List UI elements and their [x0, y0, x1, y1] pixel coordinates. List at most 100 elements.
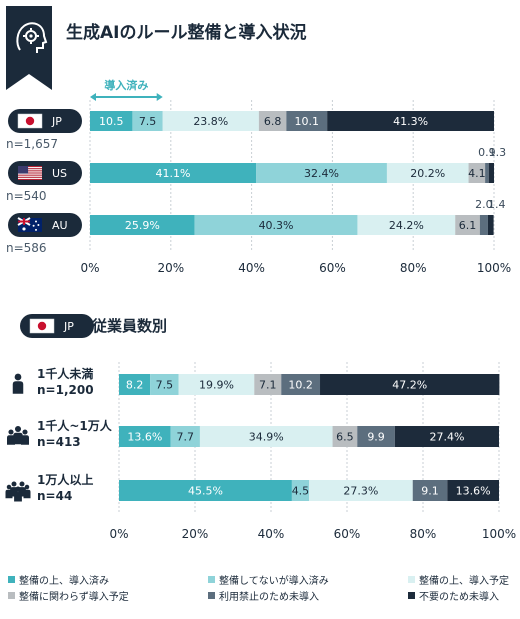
bar-segment: [150, 374, 179, 395]
data-label: 7.1: [259, 379, 277, 392]
bar-segment: [119, 374, 151, 395]
data-label: 45.5%: [188, 485, 223, 498]
bar-segment: [479, 215, 488, 235]
bar-segment: [254, 374, 282, 395]
country-pill-jp: JP: [8, 109, 82, 133]
legend-item: 整備に関わらず導入予定: [8, 588, 129, 603]
bar-segment: [320, 374, 500, 395]
bar-segment: [90, 111, 133, 131]
bar-segment: [119, 480, 292, 501]
legend-swatch: [408, 576, 415, 583]
annotation-label: 導入済み: [104, 78, 148, 92]
bar-segment: [394, 426, 499, 447]
country-pill-jp: JP: [20, 314, 94, 338]
country-pill-us: US: [8, 161, 82, 185]
australia-flag-icon: [17, 217, 42, 232]
data-label: 27.3%: [343, 485, 378, 498]
data-label: 4.1: [468, 167, 486, 180]
category-label: 1万人以上: [37, 472, 93, 487]
legend-swatch: [8, 592, 15, 599]
arrow-left-icon: [90, 93, 96, 101]
legend-label: 利用禁止のため未導入: [219, 592, 319, 603]
legend-label: 不要のため未導入: [419, 592, 499, 603]
data-label: 10.2: [288, 379, 313, 392]
x-tick-label: 20%: [182, 527, 209, 541]
category-label: 1千人~1万人: [37, 418, 113, 433]
data-label: 27.4%: [429, 431, 464, 444]
data-label: 6.1: [459, 219, 477, 232]
data-label: 9.1: [421, 485, 439, 498]
x-tick-label: 40%: [258, 527, 285, 541]
legend-swatch: [8, 576, 15, 583]
bar-segment: [90, 215, 195, 235]
country-pill-au: AU: [8, 213, 82, 237]
sample-size: n=44: [37, 489, 72, 503]
page-title: 生成AIのルール整備と導入状況: [66, 23, 307, 43]
data-label: 4.5: [292, 485, 310, 498]
data-label: 1.4: [488, 198, 506, 211]
bar-segment: [281, 374, 321, 395]
bar-segment: [455, 215, 480, 235]
x-tick-label: 80%: [400, 261, 427, 275]
x-tick-label: 60%: [319, 261, 346, 275]
bar-segment: [286, 111, 328, 131]
x-tick-label: 80%: [410, 527, 437, 541]
data-label: 32.4%: [304, 167, 339, 180]
legend-item: 整備の上、導入予定: [408, 572, 509, 587]
bar-segment: [327, 111, 494, 131]
bar-segment: [485, 163, 489, 183]
sample-size: n=540: [6, 189, 47, 203]
ai-head-gear-icon: [6, 6, 52, 90]
country-code-us: US: [52, 167, 67, 180]
data-label: 41.1%: [156, 167, 191, 180]
country-code-au: AU: [52, 219, 68, 232]
bar-segment: [162, 111, 259, 131]
data-label: 40.3%: [259, 219, 294, 232]
data-label: 0.9: [478, 146, 496, 159]
legend-label: 整備の上、導入予定: [419, 576, 509, 587]
bar-segment: [357, 426, 395, 447]
bar-segment: [170, 426, 200, 447]
x-tick-label: 100%: [477, 261, 511, 275]
bar-segment: [357, 215, 456, 235]
bar-segment: [194, 215, 358, 235]
bar-segment: [309, 480, 413, 501]
bar-segment: [487, 215, 494, 235]
data-label: 20.2%: [410, 167, 445, 180]
data-label: 8.2: [126, 379, 144, 392]
legend-swatch: [208, 592, 215, 599]
sample-size: n=1,200: [37, 383, 94, 397]
bar-segment: [119, 426, 171, 447]
x-tick-label: 100%: [482, 527, 516, 541]
data-label: 25.9%: [125, 219, 160, 232]
japan-flag-icon: [17, 113, 43, 129]
people-icon: [5, 481, 31, 502]
bar-segment: [178, 374, 255, 395]
legend-item: 利用禁止のため未導入: [208, 588, 319, 603]
bar-segment: [332, 426, 358, 447]
data-label: 24.2%: [389, 219, 424, 232]
x-tick-label: 20%: [157, 261, 184, 275]
bar-segment: [132, 111, 163, 131]
x-tick-label: 0%: [109, 527, 128, 541]
legend-item: 整備してないが導入済み: [208, 572, 329, 587]
legend-swatch: [408, 592, 415, 599]
people-icon: [7, 425, 29, 445]
bar-segment: [386, 163, 469, 183]
data-label: 7.7: [177, 431, 195, 444]
data-label: 7.5: [139, 115, 157, 128]
data-label: 6.8: [264, 115, 282, 128]
legend-item: 整備の上、導入済み: [8, 572, 109, 587]
bar-segment: [488, 163, 494, 183]
data-label: 10.5: [99, 115, 124, 128]
bar-segment: [199, 426, 333, 447]
japan-flag-icon: [29, 318, 55, 334]
data-label: 13.6%: [456, 485, 491, 498]
section2-title: 従業員数別: [91, 317, 167, 335]
data-label: 2.0: [475, 198, 493, 211]
bar-segment: [256, 163, 387, 183]
data-label: 23.8%: [193, 115, 228, 128]
usa-flag-icon: [18, 166, 42, 180]
bar-segment: [291, 480, 309, 501]
